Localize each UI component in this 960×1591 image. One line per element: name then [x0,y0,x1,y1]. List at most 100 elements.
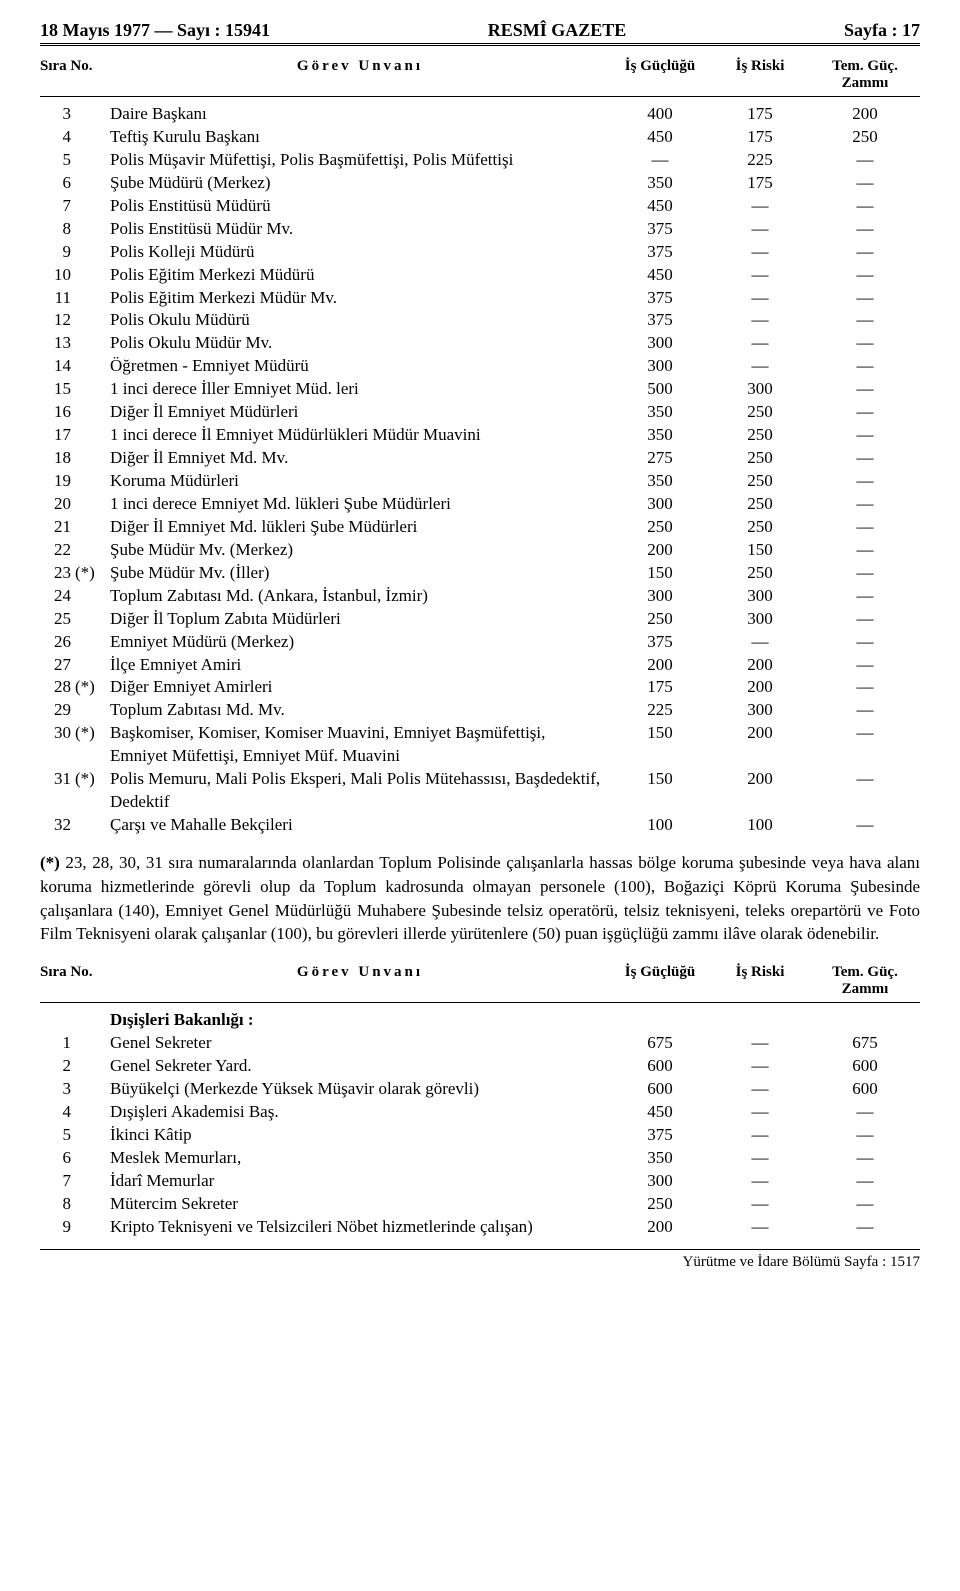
cell-sira: 5 [40,1124,75,1147]
cell-gorev: Büyükelçi (Merkezde Yüksek Müşavir olara… [110,1078,610,1101]
cell-sira: 9 [40,1216,75,1239]
cell-guc: 375 [610,309,710,332]
table-row: 7İdarî Memurlar300—— [40,1170,920,1193]
cell-guc: 375 [610,1124,710,1147]
cell-guc: 175 [610,676,710,699]
cell-guc: 500 [610,378,710,401]
col-sira-2: Sıra No. [40,964,110,998]
table-row: 3 Büyükelçi (Merkezde Yüksek Müşavir olar… [40,1078,920,1101]
table-row: 9Kripto Teknisyeni ve Telsizcileri Nöbet… [40,1216,920,1239]
table-row: 4Dışişleri Akademisi Baş.450—— [40,1101,920,1124]
cell-guc: 375 [610,631,710,654]
cell-risk: — [710,264,810,287]
cell-star: (*) [75,676,110,699]
cell-sira: 3 [40,1078,75,1101]
cell-sira: 14 [40,355,75,378]
cell-risk: — [710,1147,810,1170]
cell-guc: 375 [610,241,710,264]
cell-sira: 4 [40,1101,75,1124]
cell-sira: 11 [40,287,75,310]
cell-zam: — [810,493,920,516]
cell-gorev: Daire Başkanı [110,103,610,126]
cell-star: (*) [75,562,110,585]
header-left: 18 Mayıs 1977 — Sayı : 15941 [40,20,270,41]
col-sira: Sıra No. [40,58,110,92]
cell-sira: 32 [40,814,75,837]
cell-sira: 8 [40,1193,75,1216]
cell-sira: 4 [40,126,75,149]
cell-sira: 13 [40,332,75,355]
cell-guc: 250 [610,516,710,539]
column-headers-2: Sıra No. Görev Unvanı İş Güçlüğü İş Risk… [40,960,920,1003]
cell-zam: — [810,562,920,585]
cell-gorev: İdarî Memurlar [110,1170,610,1193]
cell-risk: 300 [710,378,810,401]
cell-zam: — [810,516,920,539]
cell-guc: 450 [610,126,710,149]
cell-zam: — [810,608,920,631]
cell-gorev: Polis Eğitim Merkezi Müdürü [110,264,610,287]
cell-guc: — [610,149,710,172]
cell-guc: 275 [610,447,710,470]
col-zam-2: Tem. Güç. Zammı [810,964,920,998]
cell-guc: 200 [610,654,710,677]
footnote-text: 23, 28, 30, 31 sıra numaralarında olanla… [40,853,920,943]
cell-gorev: Diğer İl Emniyet Md. lükleri Şube Müdürl… [110,516,610,539]
cell-guc: 450 [610,195,710,218]
cell-gorev: Çarşı ve Mahalle Bekçileri [110,814,610,837]
cell-sira: 6 [40,1147,75,1170]
cell-risk: — [710,195,810,218]
cell-risk: — [710,1193,810,1216]
cell-zam: — [810,1170,920,1193]
cell-gorev: Şube Müdür Mv. (İller) [110,562,610,585]
cell-gorev: Diğer İl Emniyet Md. Mv. [110,447,610,470]
cell-risk: 175 [710,103,810,126]
cell-risk: — [710,287,810,310]
cell-zam: — [810,149,920,172]
table-row: 32Çarşı ve Mahalle Bekçileri100100— [40,814,920,837]
cell-risk: 250 [710,447,810,470]
cell-zam: — [810,676,920,699]
table-row: 19Koruma Müdürleri350250— [40,470,920,493]
cell-zam: — [810,1193,920,1216]
cell-gorev: Başkomiser, Komiser, Komiser Muavini, Em… [110,722,610,768]
cell-guc: 600 [610,1078,710,1101]
cell-zam: — [810,401,920,424]
table-row: 23(*)Şube Müdür Mv. (İller)150250— [40,562,920,585]
cell-risk: — [710,332,810,355]
cell-guc: 375 [610,218,710,241]
col-guc: İş Güçlüğü [610,58,710,92]
cell-guc: 600 [610,1055,710,1078]
cell-guc: 100 [610,814,710,837]
cell-zam: — [810,332,920,355]
cell-zam: — [810,378,920,401]
cell-gorev: İkinci Kâtip [110,1124,610,1147]
cell-guc: 350 [610,470,710,493]
cell-risk: — [710,631,810,654]
cell-risk: 300 [710,585,810,608]
cell-sira: 26 [40,631,75,654]
cell-risk: 150 [710,539,810,562]
cell-guc: 375 [610,287,710,310]
table-row: 10Polis Eğitim Merkezi Müdürü450—— [40,264,920,287]
cell-guc: 450 [610,264,710,287]
cell-sira: 15 [40,378,75,401]
cell-sira: 12 [40,309,75,332]
table-row: 6Şube Müdürü (Merkez)350175— [40,172,920,195]
col-zam: Tem. Güç. Zammı [810,58,920,92]
cell-sira: 24 [40,585,75,608]
cell-risk: — [710,1170,810,1193]
table-row: 28(*)Diğer Emniyet Amirleri175200— [40,676,920,699]
cell-gorev: Genel Sekreter Yard. [110,1055,610,1078]
cell-risk: — [710,1078,810,1101]
cell-sira: 6 [40,172,75,195]
cell-guc: 300 [610,493,710,516]
col-risk: İş Riski [710,58,810,92]
cell-guc: 350 [610,424,710,447]
cell-guc: 400 [610,103,710,126]
cell-risk: — [710,355,810,378]
cell-sira: 23 [40,562,75,585]
col-gorev-2: Görev Unvanı [110,964,610,998]
cell-risk: — [710,241,810,264]
cell-zam: — [810,768,920,791]
